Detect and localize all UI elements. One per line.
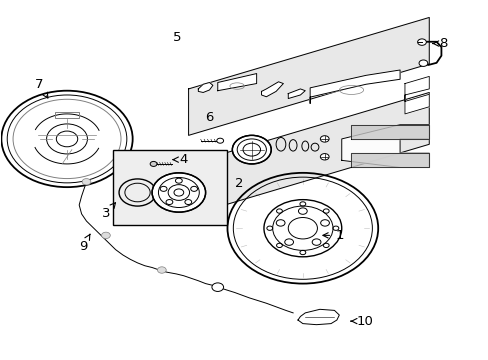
Text: 10: 10 <box>350 315 373 328</box>
Text: 2: 2 <box>235 177 244 190</box>
Polygon shape <box>188 18 428 135</box>
Polygon shape <box>287 89 305 99</box>
Polygon shape <box>404 76 428 114</box>
Circle shape <box>152 173 205 212</box>
Circle shape <box>232 135 271 164</box>
Text: 6: 6 <box>205 111 213 124</box>
Circle shape <box>418 60 427 66</box>
Text: 3: 3 <box>102 203 115 220</box>
Polygon shape <box>341 125 428 167</box>
Circle shape <box>102 232 110 239</box>
Text: 5: 5 <box>173 31 181 44</box>
Circle shape <box>157 267 166 273</box>
Circle shape <box>216 138 223 143</box>
Polygon shape <box>188 93 428 216</box>
Polygon shape <box>309 70 399 103</box>
Text: 9: 9 <box>79 234 90 253</box>
Circle shape <box>417 39 426 45</box>
Text: 4: 4 <box>173 153 187 166</box>
Polygon shape <box>198 82 212 93</box>
Text: 1: 1 <box>322 229 343 242</box>
Polygon shape <box>351 125 428 139</box>
Circle shape <box>320 136 328 142</box>
Circle shape <box>211 283 223 292</box>
Polygon shape <box>261 82 283 97</box>
Polygon shape <box>351 153 428 167</box>
Text: 7: 7 <box>35 78 48 98</box>
FancyBboxPatch shape <box>113 150 227 225</box>
Text: 8: 8 <box>432 37 446 50</box>
Circle shape <box>82 179 91 185</box>
Bar <box>55 112 79 118</box>
Polygon shape <box>217 73 256 91</box>
Circle shape <box>320 154 328 160</box>
Polygon shape <box>297 309 339 325</box>
Circle shape <box>216 158 223 163</box>
Circle shape <box>150 161 157 166</box>
